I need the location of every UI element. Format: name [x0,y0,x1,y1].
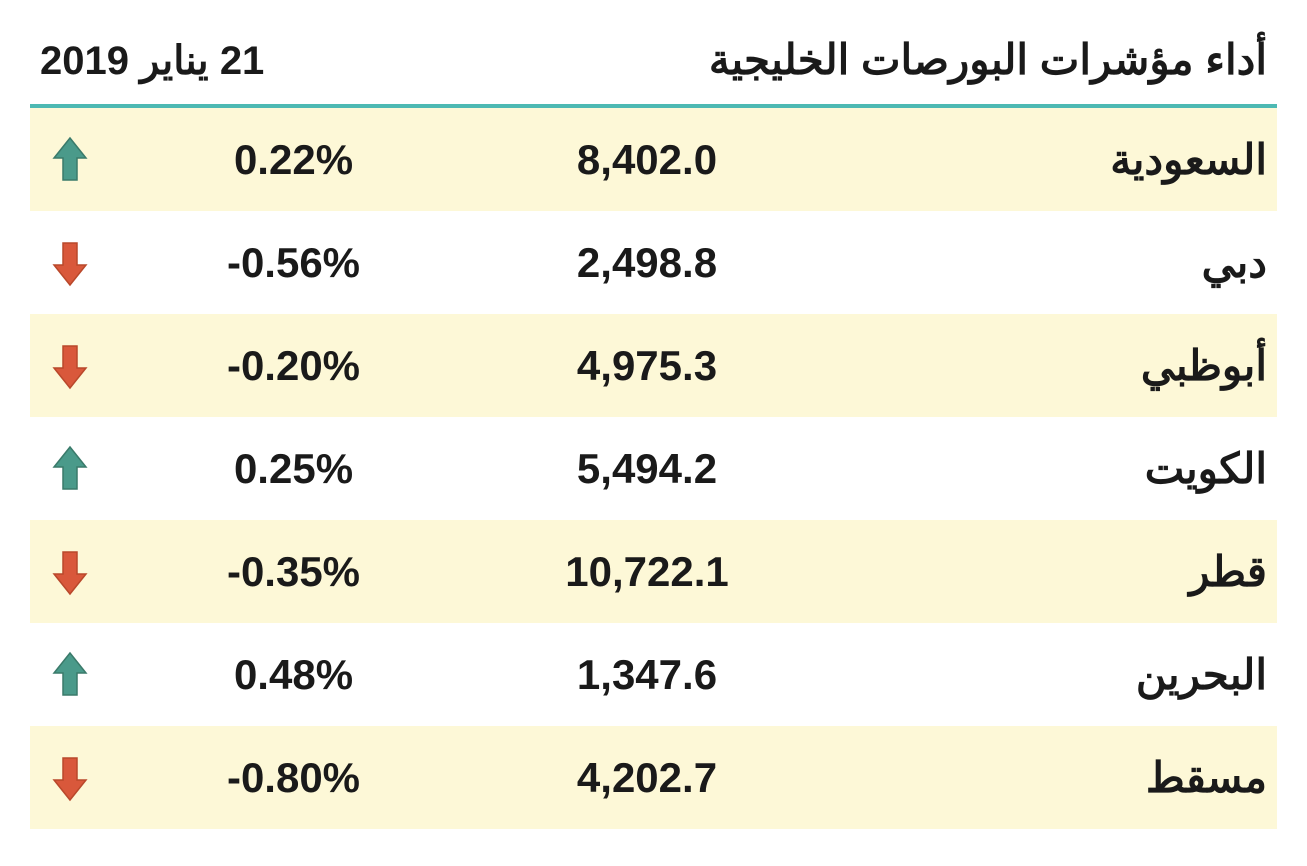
index-value: 5,494.2 [447,445,847,493]
index-value: 2,498.8 [447,239,847,287]
change-percent: -0.20% [100,342,447,390]
change-percent: -0.80% [100,754,447,802]
change-percent: 0.22% [100,136,447,184]
market-name: قطر [847,547,1267,596]
table-header: أداء مؤشرات البورصات الخليجية 21 يناير 2… [30,20,1277,108]
index-value: 8,402.0 [447,136,847,184]
up-arrow-icon [40,136,100,184]
index-value: 10,722.1 [447,548,847,596]
down-arrow-icon [40,239,100,287]
index-value: 4,202.7 [447,754,847,802]
table-row: قطر 10,722.1 -0.35% [30,520,1277,623]
table-row: دبي 2,498.8 -0.56% [30,211,1277,314]
market-name: مسقط [847,753,1267,802]
table-row: السعودية 8,402.0 0.22% [30,108,1277,211]
change-percent: -0.56% [100,239,447,287]
markets-table: السعودية 8,402.0 0.22% دبي 2,498.8 -0.56… [30,108,1277,829]
change-percent: 0.25% [100,445,447,493]
change-percent: 0.48% [100,651,447,699]
market-name: السعودية [847,135,1267,184]
table-row: أبوظبي 4,975.3 -0.20% [30,314,1277,417]
index-value: 1,347.6 [447,651,847,699]
down-arrow-icon [40,754,100,802]
table-row: الكويت 5,494.2 0.25% [30,417,1277,520]
market-name: دبي [847,238,1267,287]
table-row: مسقط 4,202.7 -0.80% [30,726,1277,829]
table-row: البحرين 1,347.6 0.48% [30,623,1277,726]
market-name: الكويت [847,444,1267,493]
down-arrow-icon [40,548,100,596]
page-title: أداء مؤشرات البورصات الخليجية [709,35,1267,84]
market-name: أبوظبي [847,341,1267,390]
up-arrow-icon [40,651,100,699]
up-arrow-icon [40,445,100,493]
market-name: البحرين [847,650,1267,699]
down-arrow-icon [40,342,100,390]
index-value: 4,975.3 [447,342,847,390]
change-percent: -0.35% [100,548,447,596]
date-label: 21 يناير 2019 [40,38,264,84]
